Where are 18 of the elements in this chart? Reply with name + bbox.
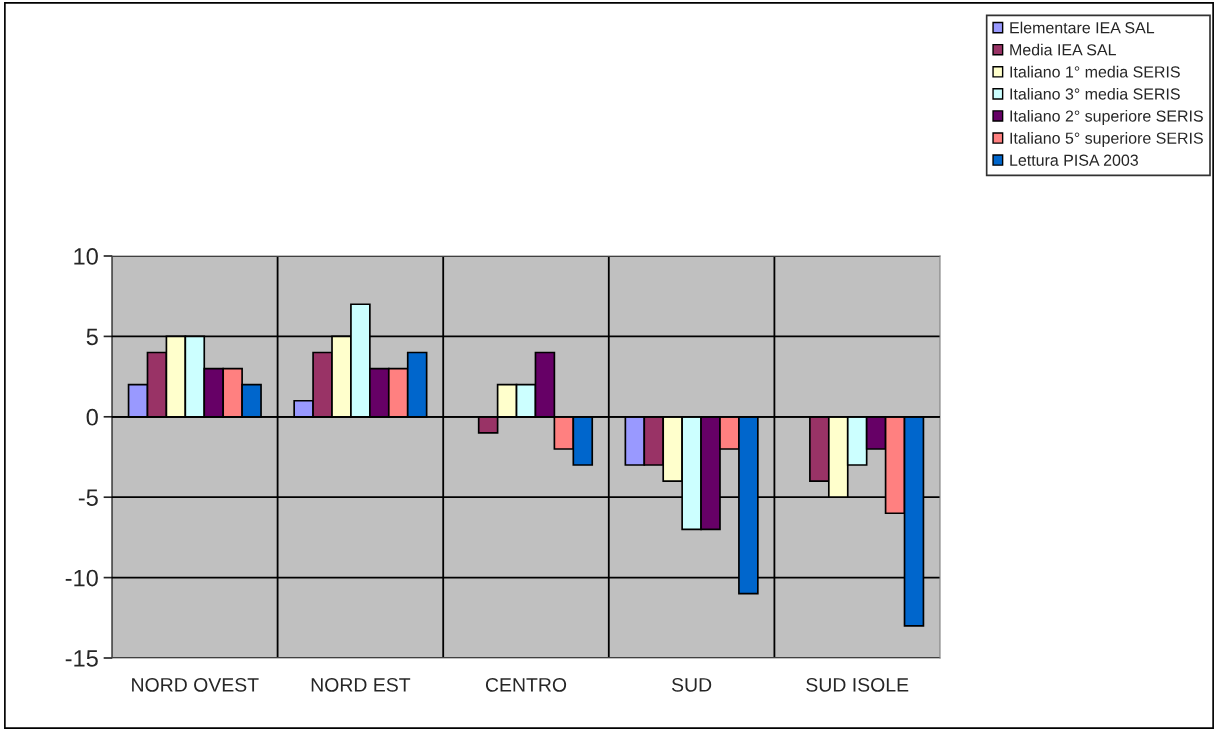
x-tick-label: NORD OVEST bbox=[132, 677, 259, 692]
legend-label: Media IEA SAL bbox=[1010, 43, 1116, 56]
legend-label: Italiano 5° superiore SERIS bbox=[1010, 132, 1203, 147]
legend-label: Elementare IEA SAL bbox=[1010, 21, 1155, 34]
legend-label: Italiano 2° superiore SERIS bbox=[1010, 109, 1203, 125]
x-tick-label: SUD bbox=[671, 677, 712, 692]
y-tick-label: 5 bbox=[86, 328, 98, 346]
legend-label: Italiano 1° media SERIS bbox=[1010, 65, 1180, 78]
x-tick-label: NORD EST bbox=[311, 677, 411, 692]
y-tick-label: -10 bbox=[65, 569, 98, 587]
y-tick-label: -5 bbox=[78, 489, 98, 506]
y-tick-label: -15 bbox=[65, 650, 98, 667]
x-tick-label: CENTRO bbox=[485, 677, 567, 692]
y-tick-label: 0 bbox=[86, 408, 98, 426]
x-tick-label: SUD ISOLE bbox=[806, 677, 909, 692]
legend-label: Lettura PISA 2003 bbox=[1010, 154, 1138, 166]
legend-label: Italiano 3° media SERIS bbox=[1010, 87, 1180, 100]
y-tick-label: 10 bbox=[74, 248, 98, 265]
